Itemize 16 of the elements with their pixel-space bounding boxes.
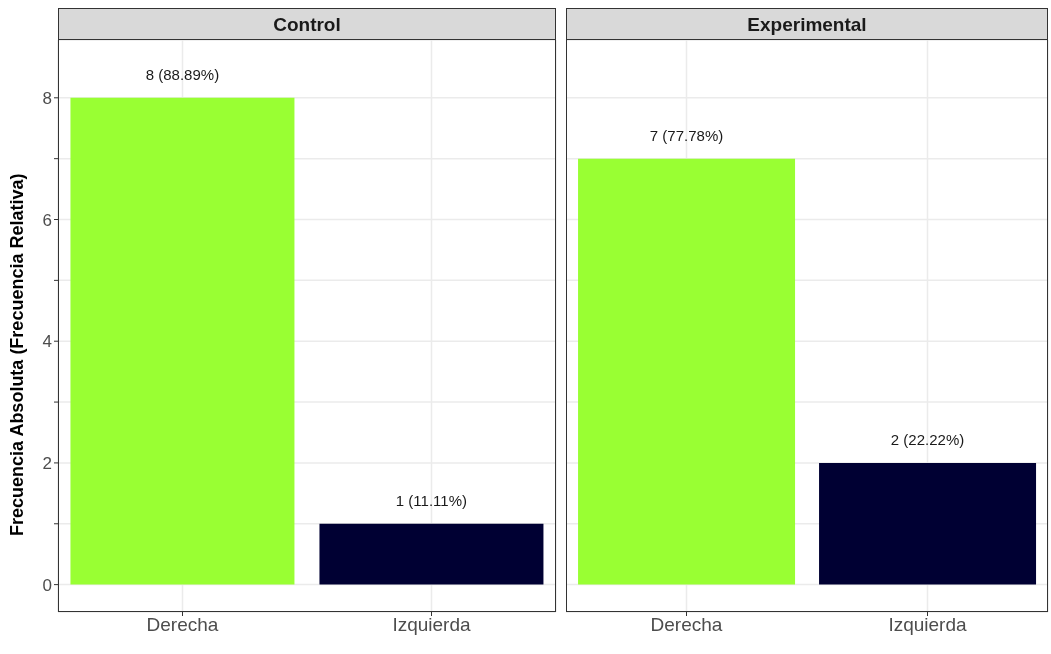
x-tick-label: Izquierda <box>392 614 472 636</box>
data-label: 8 (88.89%) <box>145 65 220 83</box>
chart-title: Control <box>58 8 556 40</box>
chart-title: Experimental <box>566 8 1048 40</box>
x-tick-label: Derecha <box>146 614 219 636</box>
y-axis-title: Frecuencia Absoluta (Frecuencia Relativa) <box>7 173 28 536</box>
data-label: 1 (11.11%) <box>395 491 468 509</box>
y-tick-label: 8 <box>42 88 52 108</box>
y-tick-label: 6 <box>42 210 52 230</box>
data-label: 2 (22.22%) <box>890 430 965 448</box>
x-tick-label: Izquierda <box>888 614 968 636</box>
x-tick-label: Derecha <box>650 614 723 636</box>
y-tick-label: 4 <box>42 332 52 352</box>
data-label: 7 (77.78%) <box>649 126 724 144</box>
y-tick-label: 0 <box>42 575 52 595</box>
y-tick-label: 2 <box>42 453 52 473</box>
